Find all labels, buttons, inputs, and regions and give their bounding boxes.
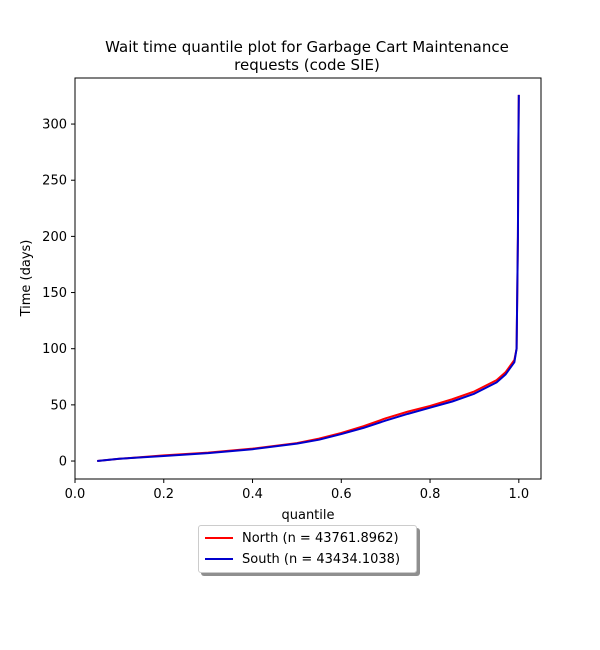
x-tick-label: 0.2 bbox=[153, 487, 174, 502]
series-line-north bbox=[97, 94, 520, 463]
legend-swatch-north bbox=[205, 537, 233, 539]
y-tick-label: 300 bbox=[42, 118, 67, 133]
legend-swatch-south bbox=[205, 558, 233, 560]
x-tick-label: 0.0 bbox=[65, 487, 86, 502]
x-axis-ticks: 0.0 0.2 0.4 0.6 0.8 1.0 bbox=[65, 479, 529, 502]
x-tick-label: 0.4 bbox=[242, 487, 263, 502]
plot-frame bbox=[74, 77, 542, 480]
legend-entry-south: South (n = 43434.1038) bbox=[205, 550, 400, 568]
series-line-south bbox=[97, 94, 520, 463]
y-tick-label: 0 bbox=[59, 455, 67, 470]
legend-label-north: North (n = 43761.8962) bbox=[242, 530, 399, 546]
chart-title-line-1: Wait time quantile plot for Garbage Cart… bbox=[105, 38, 509, 56]
chart-title: Wait time quantile plot for Garbage Cart… bbox=[105, 38, 509, 74]
legend-label-south: South (n = 43434.1038) bbox=[242, 551, 401, 567]
x-tick-label: 0.6 bbox=[331, 487, 352, 502]
legend-entry-north: North (n = 43761.8962) bbox=[205, 529, 399, 547]
y-axis-ticks: 0 50 100 150 200 250 300 bbox=[42, 118, 75, 470]
chart-title-line-2: requests (code SIE) bbox=[234, 56, 380, 74]
series-group bbox=[97, 94, 520, 463]
y-tick-label: 150 bbox=[42, 286, 67, 301]
x-tick-label: 0.8 bbox=[420, 487, 441, 502]
y-tick-label: 50 bbox=[50, 398, 67, 413]
x-tick-label: 1.0 bbox=[508, 487, 529, 502]
x-axis-label: quantile bbox=[281, 508, 334, 523]
y-tick-label: 100 bbox=[42, 342, 67, 357]
y-tick-label: 250 bbox=[42, 174, 67, 189]
y-axis-label: Time (days) bbox=[19, 240, 34, 318]
y-tick-label: 200 bbox=[42, 230, 67, 245]
legend: North (n = 43761.8962) South (n = 43434.… bbox=[198, 525, 417, 573]
